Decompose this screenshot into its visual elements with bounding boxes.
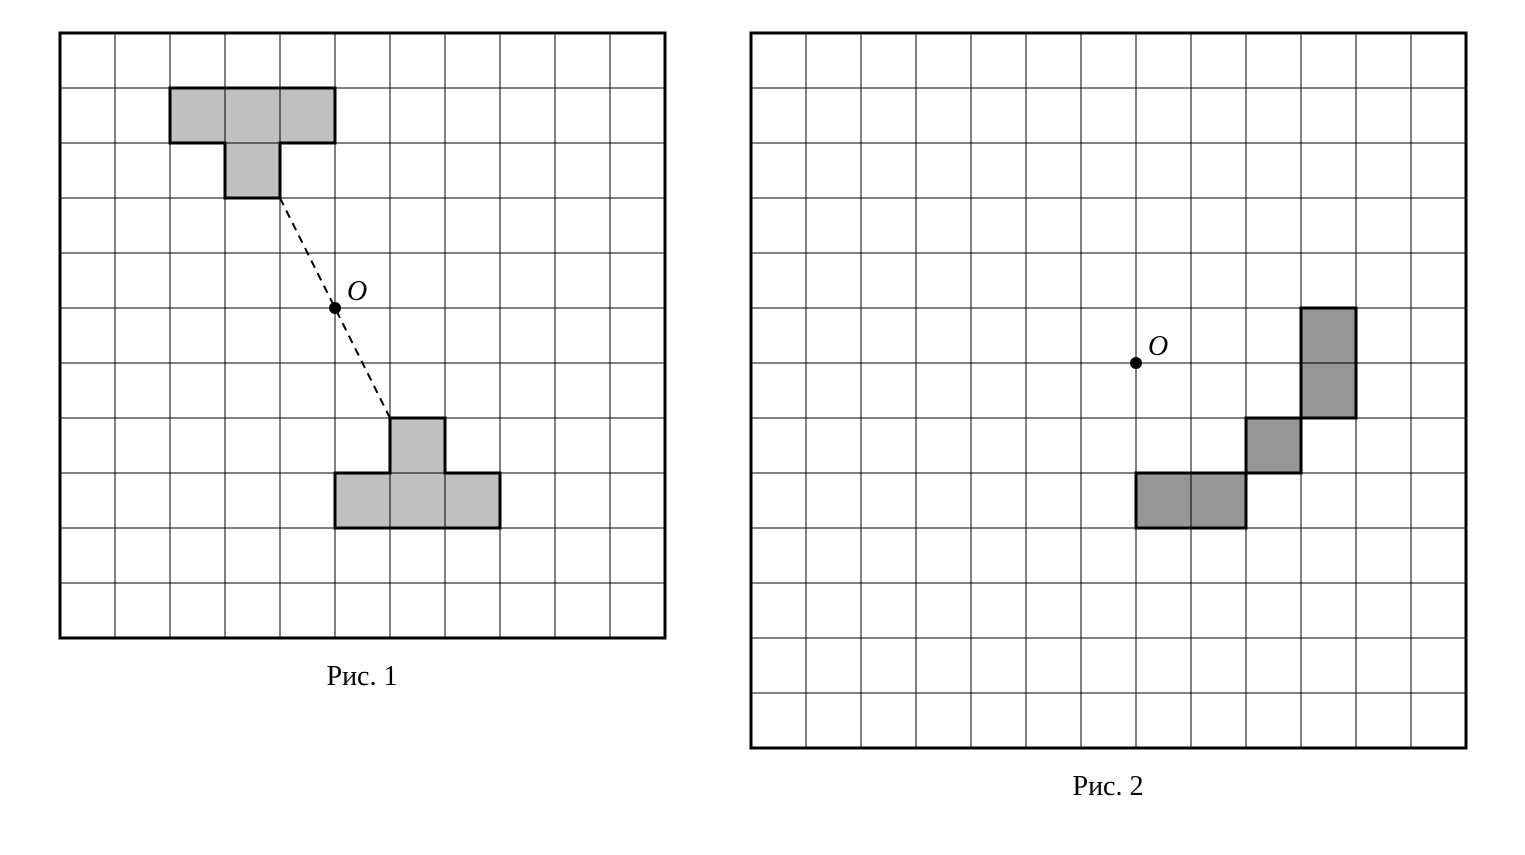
svg-text:O: O	[347, 276, 367, 307]
figure-2-caption: Рис. 2	[1073, 771, 1144, 803]
svg-text:O: O	[1148, 331, 1168, 362]
figure-2-grid: O	[748, 30, 1469, 751]
figure-2-container: O Рис. 2	[748, 30, 1469, 803]
figure-1-grid: O	[57, 30, 668, 641]
figure-1-caption: Рис. 1	[327, 661, 398, 693]
figure-1-container: O Рис. 1	[57, 30, 668, 693]
